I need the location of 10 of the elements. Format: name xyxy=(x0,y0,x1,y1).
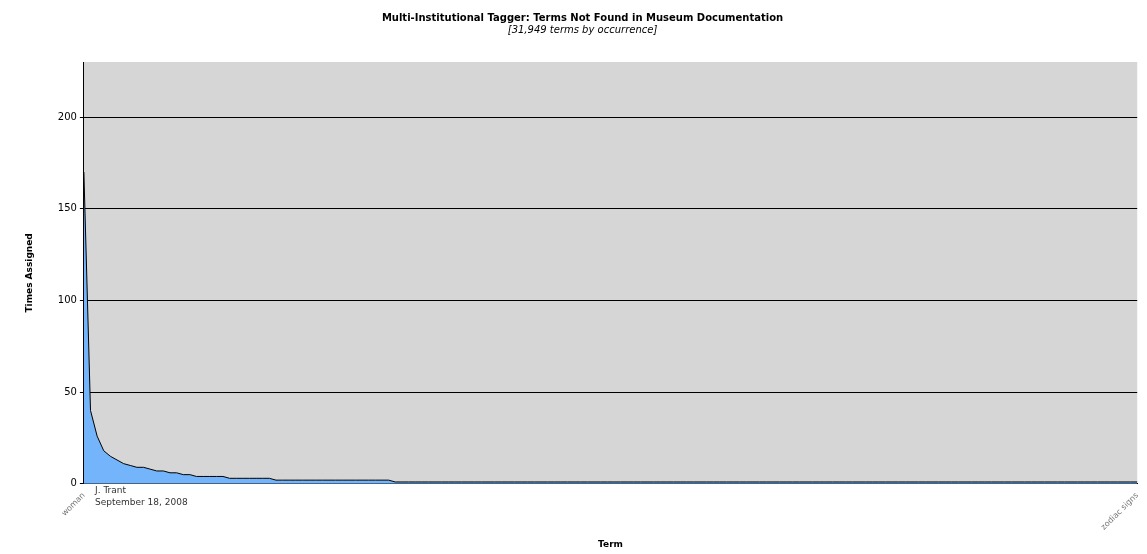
y-tick-label: 200 xyxy=(57,110,77,122)
y-axis-title: Times Assigned xyxy=(23,233,34,313)
y-tick-label: 150 xyxy=(57,202,77,214)
chart-subtitle: [31,949 terms by occurrence] xyxy=(507,23,658,35)
y-tick-label: 0 xyxy=(70,477,77,489)
text: J. Trant September 18, 2008 xyxy=(95,484,188,508)
x-axis-title: Term xyxy=(598,538,623,549)
y-tick-label: 50 xyxy=(64,385,77,397)
chart-title: Multi-Institutional Tagger: Terms Not Found in Museum Documentation xyxy=(381,11,784,23)
y-tick-label: 100 xyxy=(57,294,77,305)
